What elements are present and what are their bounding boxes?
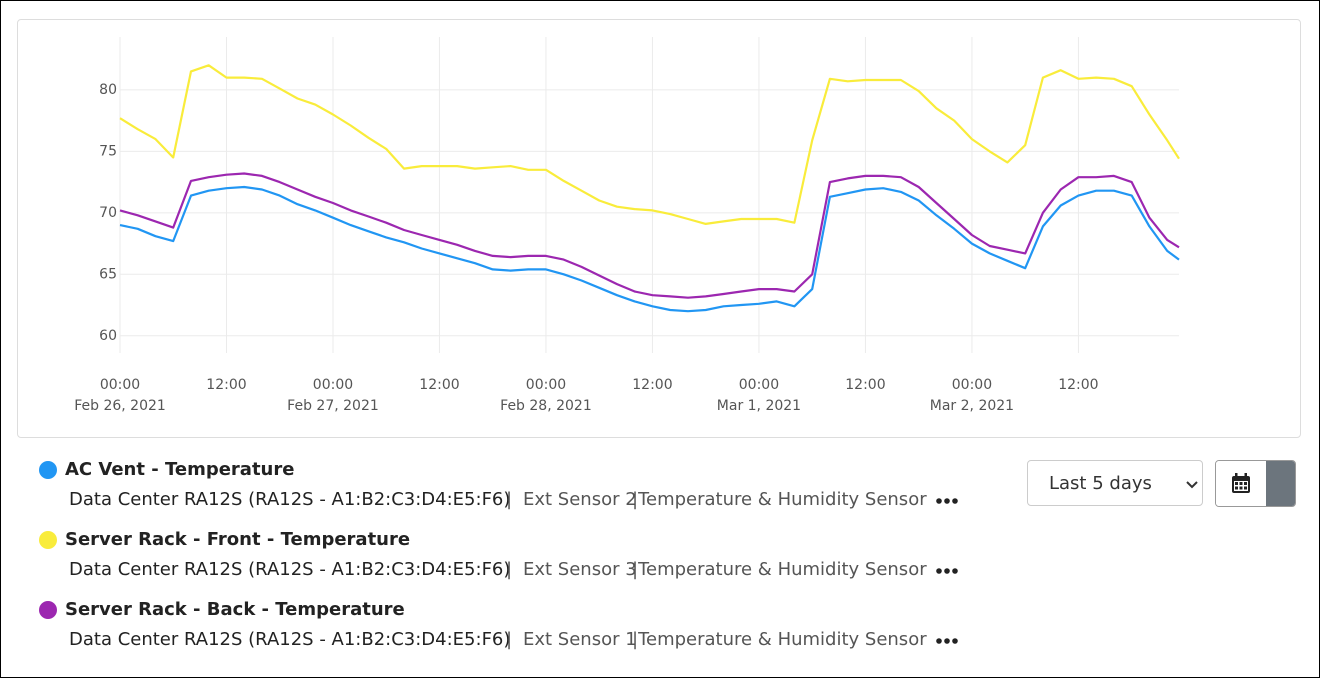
x-tick-date: Mar 1, 2021 <box>717 398 801 414</box>
legend-separator: | <box>506 489 513 510</box>
calendar-button[interactable] <box>1216 461 1296 507</box>
legend-swatch <box>39 531 57 549</box>
more-menu[interactable] <box>936 638 958 644</box>
x-tick-label: 12:00 <box>845 377 885 393</box>
series-line <box>119 64 1180 225</box>
y-tick-label: 65 <box>99 266 117 282</box>
more-menu[interactable] <box>936 568 958 574</box>
x-tick-label: 12:00 <box>419 377 459 393</box>
x-tick-date: Mar 2, 2021 <box>930 398 1014 414</box>
legend: AC Vent - Temperature Data Center RA12S (… <box>1 1 1001 677</box>
legend-sensor-type: |Temperature & Humidity Sensor <box>632 489 927 510</box>
legend-device: Data Center RA12S (RA12S - A1:B2:C3:D4:E… <box>69 559 511 580</box>
menu-dot <box>944 638 950 644</box>
menu-dot <box>936 638 942 644</box>
x-tick-label: 12:00 <box>632 377 672 393</box>
x-tick-label: 00:00 <box>739 377 779 393</box>
chevron <box>1186 481 1198 489</box>
legend-swatch <box>39 461 57 479</box>
series-line <box>119 185 1180 313</box>
range-select-text: Last 5 days <box>1049 473 1152 494</box>
y-tick-label: 75 <box>99 143 117 159</box>
legend-device: Data Center RA12S (RA12S - A1:B2:C3:D4:E… <box>69 629 511 650</box>
legend-name: Server Rack - Front - Temperature <box>65 529 411 550</box>
range-select[interactable]: Last 5 days <box>1027 460 1203 506</box>
y-tick-label: 70 <box>99 205 117 221</box>
legend-separator: | <box>506 559 513 580</box>
menu-dot <box>936 568 942 574</box>
legend-swatch <box>39 601 57 619</box>
legend-sensor-type: |Temperature & Humidity Sensor <box>632 559 927 580</box>
x-tick-label: 12:00 <box>1058 377 1098 393</box>
x-tick-date: Feb 28, 2021 <box>500 398 592 414</box>
x-tick-label: 00:00 <box>313 377 353 393</box>
x-tick-label: 00:00 <box>952 377 992 393</box>
legend-sensor: Ext Sensor 1 <box>523 629 637 650</box>
menu-dot <box>952 498 958 504</box>
legend-sensor-type: |Temperature & Humidity Sensor <box>632 629 927 650</box>
x-tick-label: 12:00 <box>206 377 246 393</box>
menu-dot <box>944 498 950 504</box>
more-menu[interactable] <box>936 498 958 504</box>
legend-device: Data Center RA12S (RA12S - A1:B2:C3:D4:E… <box>69 489 511 510</box>
menu-dot <box>952 638 958 644</box>
legend-sensor: Ext Sensor 2 <box>523 489 637 510</box>
legend-separator: | <box>506 629 513 650</box>
chart-card <box>17 19 1301 438</box>
legend-name: Server Rack - Back - Temperature <box>65 599 405 620</box>
y-tick-label: 60 <box>99 328 117 344</box>
menu-dot <box>952 568 958 574</box>
calendar-button-group <box>1215 460 1296 507</box>
x-tick-date: Feb 26, 2021 <box>74 398 166 414</box>
x-tick-label: 00:00 <box>100 377 140 393</box>
y-tick-label: 80 <box>99 82 117 98</box>
series-line <box>119 172 1180 299</box>
legend-sensor: Ext Sensor 3 <box>523 559 637 580</box>
menu-dot <box>936 498 942 504</box>
x-tick-label: 00:00 <box>526 377 566 393</box>
x-tick-date: Feb 27, 2021 <box>287 398 379 414</box>
legend-name: AC Vent - Temperature <box>65 459 295 480</box>
chart: 60 65 70 75 80 00:00 Feb 26, 2021 12:00 00:00 Feb… <box>74 37 1180 414</box>
menu-dot <box>944 568 950 574</box>
